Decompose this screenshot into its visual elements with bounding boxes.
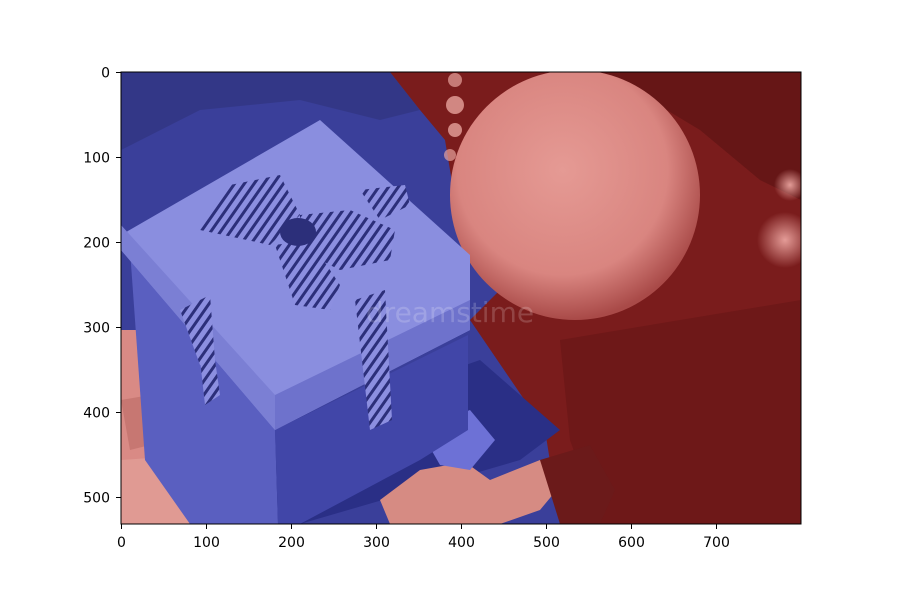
- x-tick-label: 400: [448, 535, 475, 551]
- y-axis: 0 100 200 300 400 500: [83, 66, 121, 507]
- y-tick-label: 300: [83, 321, 110, 337]
- x-tick-label: 300: [363, 535, 390, 551]
- y-tick-label: 400: [83, 406, 110, 422]
- x-tick-label: 500: [533, 535, 560, 551]
- bauble-ornament: [450, 72, 700, 320]
- x-tick-label: 200: [278, 535, 305, 551]
- y-tick-label: 500: [83, 491, 110, 507]
- second-gift-bow: [380, 460, 565, 524]
- x-tick-label: 700: [703, 535, 730, 551]
- x-tick-label: 100: [193, 535, 220, 551]
- y-tick-label: 0: [101, 66, 110, 82]
- x-tick-label: 600: [618, 535, 645, 551]
- watermark: dreamstime: [366, 296, 534, 329]
- y-tick-label: 200: [83, 236, 110, 252]
- ribbon-bow: [200, 175, 410, 310]
- x-tick-label: 0: [117, 535, 126, 551]
- segmentation-image: dreamstime: [121, 72, 801, 524]
- gift-box-right-face: [275, 335, 468, 524]
- x-axis: 0 100 200 300 400 500 600 700: [117, 524, 730, 551]
- y-tick-label: 100: [83, 151, 110, 167]
